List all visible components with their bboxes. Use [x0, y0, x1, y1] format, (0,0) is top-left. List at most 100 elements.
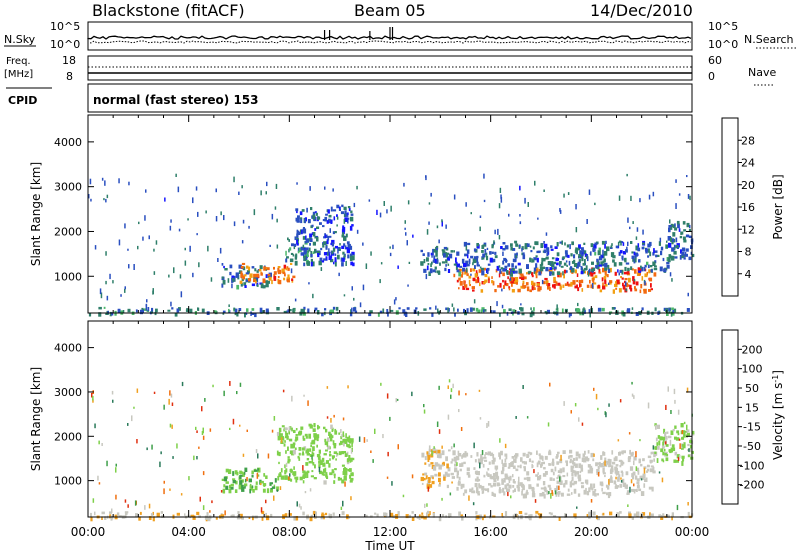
- power-cell: [235, 275, 239, 278]
- velocity-cell: [438, 465, 441, 470]
- velocity-cell: [350, 438, 354, 443]
- power-cell: [560, 265, 564, 268]
- power-cell: [427, 252, 430, 257]
- velocity-cell: [577, 493, 581, 497]
- power-cell: [435, 252, 438, 257]
- power-cell: [653, 248, 655, 254]
- velocity-speckle: [426, 503, 428, 507]
- velocity-cell: [570, 465, 574, 471]
- power-cell: [566, 281, 569, 286]
- velocity-speckle: [260, 507, 263, 513]
- velocity-cell: [109, 514, 112, 519]
- power-speckle: [627, 217, 629, 223]
- velocity-cell: [465, 452, 469, 457]
- power-cell: [586, 284, 590, 288]
- power-cell: [458, 271, 461, 277]
- power-cell: [309, 233, 313, 238]
- velocity-cell: [612, 461, 616, 465]
- velocity-cell: [648, 486, 652, 490]
- velocity-cell: [298, 457, 301, 461]
- power-cell: [564, 250, 568, 254]
- power-cell: [141, 307, 144, 310]
- velocity-cell: [492, 473, 496, 478]
- velocity-cell: [323, 516, 325, 520]
- power-cell: [326, 239, 329, 244]
- power-cell: [420, 261, 424, 266]
- power-cell: [633, 251, 636, 256]
- power-cell: [541, 266, 545, 269]
- power-cell: [332, 306, 336, 310]
- power-cell: [305, 257, 308, 262]
- velocity-cell: [481, 485, 485, 491]
- power-cell: [641, 246, 644, 250]
- power-cell: [334, 231, 337, 234]
- power-speckle: [353, 254, 355, 261]
- velocity-cell: [597, 465, 600, 470]
- power-cell: [317, 253, 320, 258]
- power-speckle: [447, 307, 449, 314]
- velocity-cell: [347, 469, 350, 472]
- velocity-speckle: [593, 387, 595, 391]
- power-cell: [670, 223, 674, 228]
- power-cell: [185, 309, 189, 312]
- velocity-cell: [344, 453, 348, 457]
- power-speckle: [242, 219, 245, 224]
- velocity-cell: [542, 473, 547, 477]
- power-cell: [522, 283, 524, 288]
- power-cell: [579, 283, 581, 288]
- power-cell: [658, 241, 661, 246]
- power-cell: [467, 242, 471, 246]
- velocity-speckle: [370, 450, 372, 453]
- power-speckle: [626, 173, 628, 177]
- power-speckle: [637, 247, 639, 251]
- power-cell: [467, 264, 470, 267]
- velocity-cell: [207, 516, 211, 522]
- velocity-speckle: [255, 449, 258, 454]
- velocity-speckle: [456, 462, 458, 466]
- power-cell: [288, 239, 290, 242]
- velocity-speckle: [131, 415, 133, 422]
- power-cell: [427, 263, 430, 266]
- velocity-cell: [321, 471, 324, 476]
- velocity-cell: [608, 459, 612, 464]
- velocity-cell: [421, 482, 424, 485]
- velocity-cell: [276, 432, 279, 436]
- velocity-speckle: [576, 506, 578, 509]
- velocity-cell: [545, 471, 548, 475]
- velocity-cell: [342, 438, 346, 443]
- velocity-cell: [633, 471, 636, 476]
- power-cell: [450, 250, 453, 253]
- power-speckle: [404, 227, 406, 230]
- power-cell: [349, 253, 353, 258]
- velocity-cell: [432, 448, 435, 452]
- velocity-cell: [586, 491, 590, 496]
- power-speckle: [238, 191, 240, 195]
- power-cell: [510, 243, 513, 247]
- velocity-speckle: [673, 388, 676, 395]
- power-cell: [588, 309, 591, 314]
- power-cell: [564, 242, 566, 246]
- velocity-cell: [340, 435, 343, 440]
- power-speckle: [689, 195, 691, 201]
- freq-label-line2: [MHz]: [4, 69, 33, 80]
- velocity-cell: [479, 459, 483, 465]
- power-data: [88, 173, 695, 318]
- velocity-speckle: [163, 488, 165, 495]
- power-cell: [489, 257, 493, 263]
- power-speckle: [379, 279, 381, 284]
- power-cell: [583, 242, 586, 245]
- power-cell: [339, 243, 341, 246]
- power-cell: [323, 241, 327, 245]
- power-cell: [595, 264, 598, 269]
- power-cell: [582, 269, 585, 274]
- velocity-cell: [321, 457, 325, 462]
- power-cell: [654, 307, 657, 312]
- velocity-cell: [428, 477, 431, 480]
- velocity-cell: [662, 436, 665, 441]
- power-speckle: [559, 210, 562, 214]
- velocity-cell: [323, 468, 326, 473]
- velocity-cell: [520, 457, 523, 462]
- power-cell: [221, 263, 224, 266]
- power-cell: [676, 220, 680, 225]
- power-cell: [506, 311, 509, 316]
